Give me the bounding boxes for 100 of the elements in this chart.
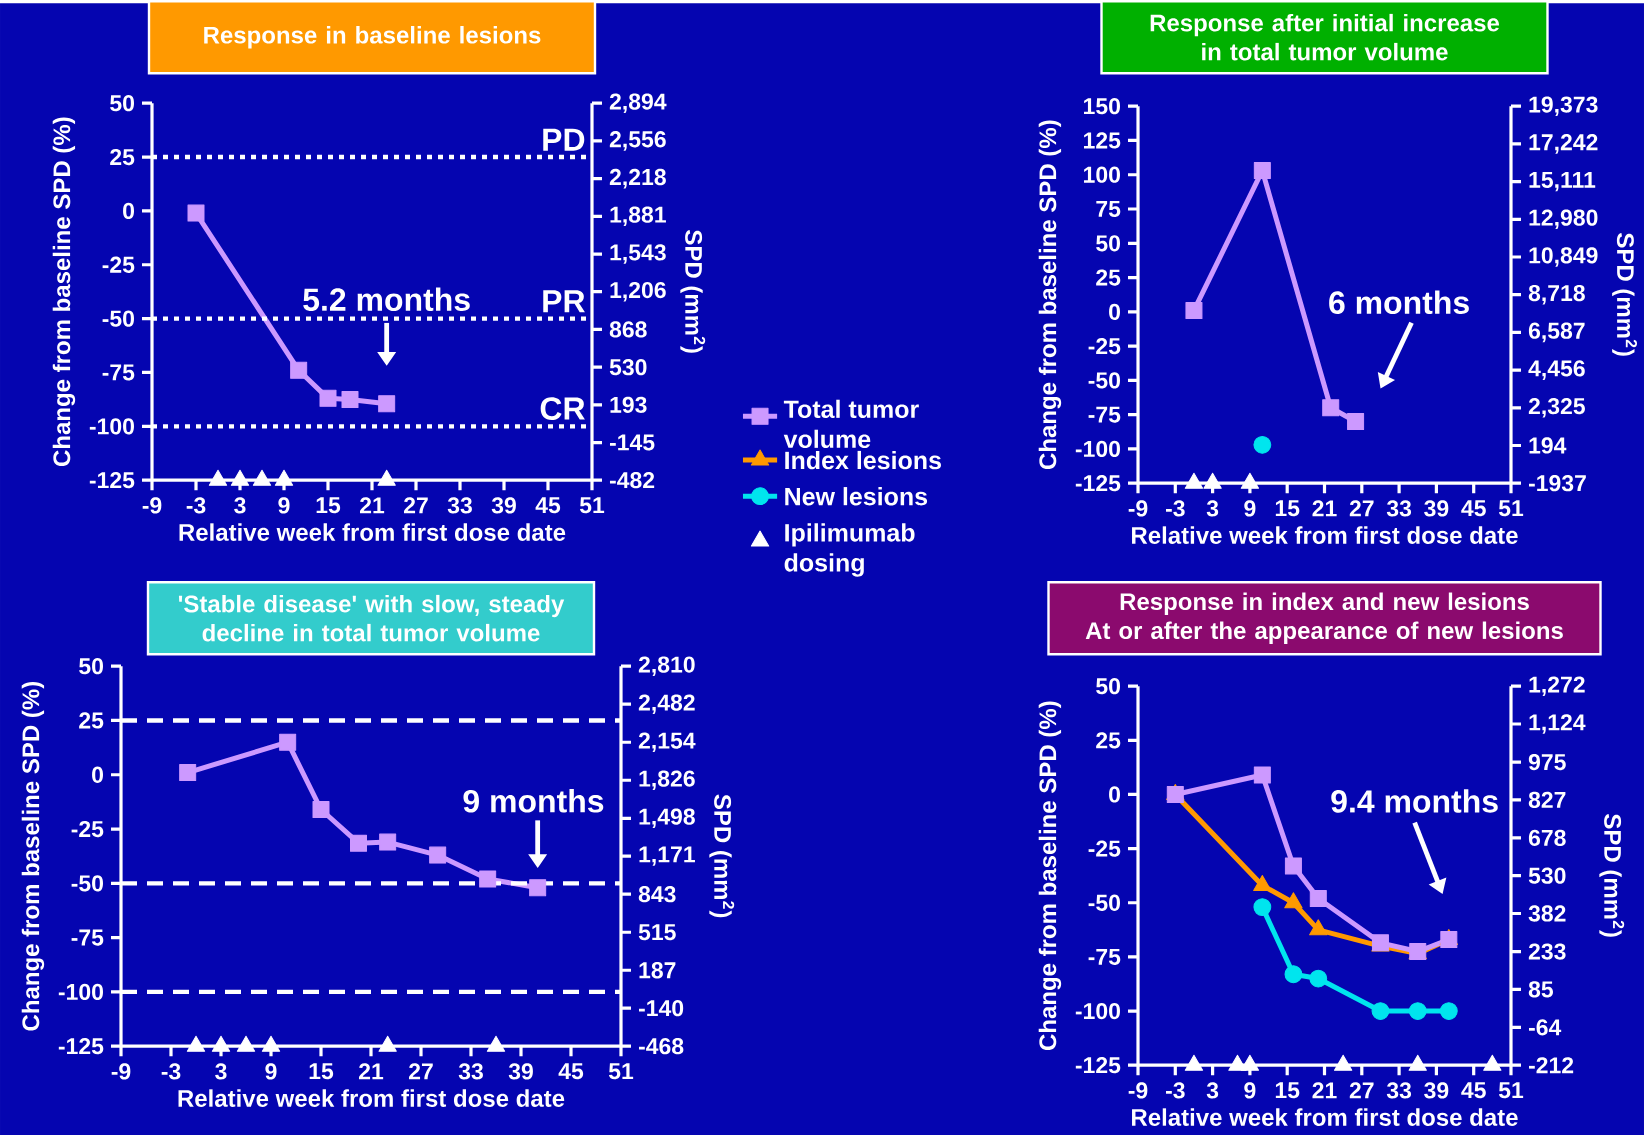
y2-tick-label: 193: [610, 396, 647, 413]
y-tick-label: 100: [1084, 166, 1120, 183]
y-tick-label: -100: [89, 418, 134, 435]
x-tick-label: 45: [535, 497, 561, 514]
y-tick-label: -50: [71, 875, 103, 892]
y2-tick-label: 2,556: [609, 131, 666, 151]
x-tick-label: -3: [1165, 500, 1185, 517]
y-axis-title: Change from baseline SPD (%): [1038, 120, 1062, 469]
x-tick-label: 3: [1206, 500, 1219, 517]
ref-line-label: PR: [543, 290, 585, 313]
y2-tick-label: 15,111: [1529, 171, 1596, 192]
x-tick-label: -9: [111, 1063, 131, 1080]
chart-title: Response in baseline lesions: [204, 25, 541, 49]
y2-tick-label: 233: [1528, 943, 1566, 960]
y2-tick-label: 827: [1528, 791, 1566, 808]
y2-tick-label: 1,206: [610, 281, 666, 302]
y2-tick-label: 2,482: [638, 694, 695, 714]
x-tick-label: 51: [1498, 500, 1524, 517]
x-tick-label: 15: [316, 497, 341, 514]
x-tick-label: 27: [1349, 500, 1374, 517]
y2-axis-title: SPD (mm$^{2}$): [1612, 233, 1637, 356]
x-tick-label: 15: [1275, 1082, 1300, 1099]
x-tick-label: 27: [403, 497, 428, 514]
y-axis-title: Change from baseline SPD (%): [21, 681, 45, 1031]
x-tick-label: 21: [358, 1063, 384, 1080]
y2-axis-title: SPD (mm$^{2}$): [1599, 814, 1625, 937]
x-tick-label: 27: [1349, 1082, 1374, 1099]
annotation: 5.2 months: [303, 287, 470, 311]
y2-tick-label: -64: [1528, 1019, 1562, 1036]
chart-title: 'Stable disease' with slow, steady decline in total tumor volume: [178, 594, 565, 642]
y2-tick-label: 1,543: [610, 244, 666, 264]
y-tick-label: -75: [1088, 406, 1121, 423]
y2-tick-label: 2,154: [638, 732, 696, 752]
y-tick-label: 0: [1109, 303, 1121, 320]
y2-tick-label: 515: [638, 924, 676, 941]
y2-tick-label: 2,894: [609, 93, 667, 113]
y2-tick-label: 1,171: [639, 846, 695, 866]
y-tick-label: -25: [102, 256, 135, 273]
y-tick-label: -125: [89, 471, 135, 489]
y-tick-label: -125: [58, 1037, 104, 1055]
x-tick-label: 51: [579, 497, 605, 514]
y-tick-label: -75: [1088, 948, 1121, 965]
y-tick-label: -50: [102, 310, 134, 327]
y2-tick-label: 843: [638, 885, 676, 903]
y-tick-label: -125: [1075, 474, 1121, 492]
x-tick-label: -9: [1128, 1082, 1148, 1099]
y-tick-label: 25: [79, 712, 104, 729]
y-tick-label: -25: [71, 820, 104, 838]
x-tick-label: 9: [278, 497, 290, 514]
x-tick-label: 39: [1424, 1082, 1449, 1099]
y-tick-label: 150: [1084, 97, 1120, 115]
y2-tick-label: 678: [1528, 829, 1566, 846]
x-axis-title: Relative week from first dose date: [1132, 526, 1518, 544]
annotation: 9.4 months: [1331, 789, 1498, 813]
y2-tick-label: 975: [1528, 753, 1566, 771]
x-tick-label: 9: [265, 1063, 277, 1080]
legend-label: Ipilimumab dosing: [784, 523, 915, 577]
x-tick-label: 3: [234, 497, 246, 514]
y2-tick-label: 10,849: [1529, 247, 1598, 267]
x-tick-label: 15: [1275, 500, 1300, 517]
y2-tick-label: 1,881: [610, 206, 666, 227]
chart-subtitle: At or after the appearance of new lesions: [1085, 621, 1563, 644]
y-tick-label: -125: [1075, 1056, 1121, 1074]
y2-tick-label: 4,456: [1528, 360, 1585, 380]
x-tick-label: -9: [1128, 500, 1148, 517]
x-tick-label: 33: [1386, 1082, 1412, 1099]
y2-axis-title: SPD (mm$^{2}$): [680, 229, 706, 353]
x-tick-label: -3: [186, 497, 206, 514]
y-tick-label: -50: [1088, 894, 1120, 911]
x-axis-title: Relative week from first dose date: [1132, 1108, 1518, 1126]
y-axis-title: Change from baseline SPD (%): [52, 117, 76, 466]
y-tick-label: 0: [123, 202, 135, 219]
x-tick-label: 45: [1461, 1082, 1486, 1099]
y2-tick-label: 187: [639, 962, 676, 979]
x-axis-title: Relative week from first dose date: [178, 1089, 565, 1107]
y-tick-label: 50: [110, 94, 134, 112]
y-tick-label: 0: [92, 766, 104, 783]
legend-label: Total tumor volume: [783, 399, 919, 448]
y-tick-label: -25: [1088, 337, 1121, 355]
x-tick-label: 27: [408, 1063, 433, 1080]
ref-line-label: PD: [543, 128, 585, 151]
y-tick-label: 25: [1096, 269, 1121, 286]
y2-tick-label: 1,826: [639, 770, 695, 790]
y-tick-label: -75: [102, 364, 135, 381]
y-tick-label: 25: [1096, 732, 1121, 749]
annotation: 9 months: [463, 788, 604, 813]
y-tick-label: -75: [71, 929, 104, 946]
y-tick-label: 50: [1096, 235, 1120, 252]
x-tick-label: 9: [1244, 500, 1256, 517]
x-tick-label: 45: [558, 1063, 584, 1080]
x-tick-label: 21: [1312, 1082, 1337, 1099]
x-tick-label: 51: [1498, 1082, 1524, 1099]
y-tick-label: 75: [1096, 200, 1121, 217]
x-tick-label: 3: [215, 1063, 227, 1080]
y2-tick-label: 530: [1528, 867, 1566, 884]
y-tick-label: 50: [1096, 677, 1120, 695]
y-axis-title: Change from baseline SPD (%): [1038, 701, 1062, 1050]
y2-tick-label: 1,124: [1529, 714, 1586, 734]
y-tick-label: -25: [1088, 840, 1121, 857]
x-tick-label: -3: [161, 1063, 181, 1080]
